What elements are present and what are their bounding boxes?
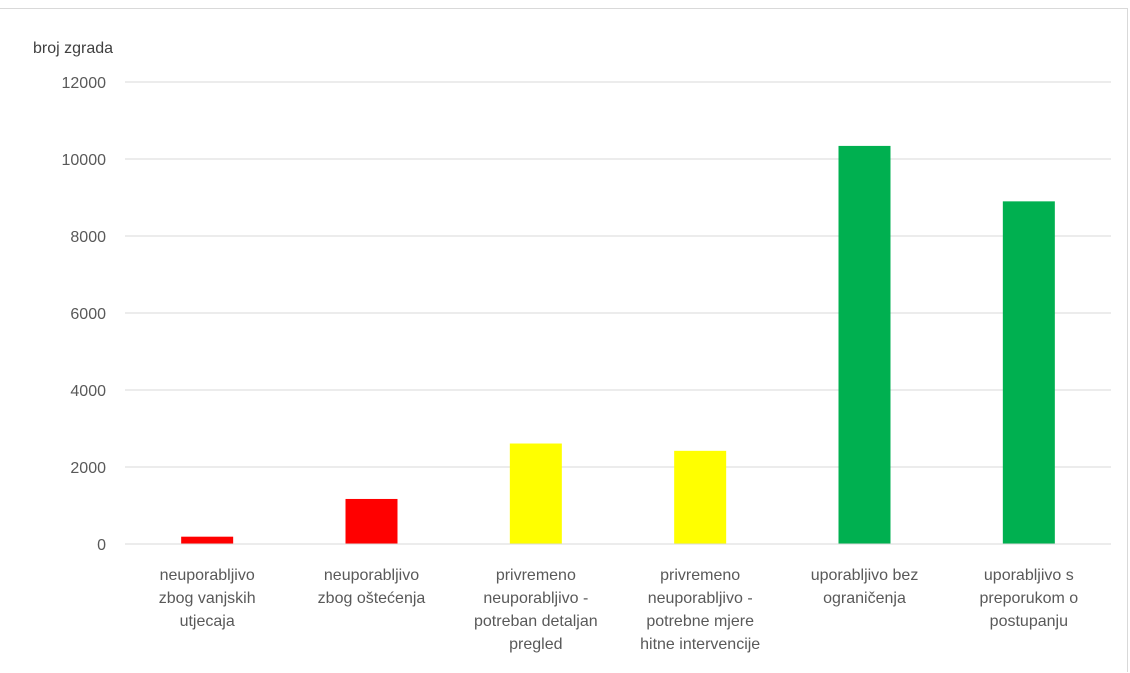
x-category-label-line: neuporabljivo - <box>648 590 753 607</box>
x-category-label-line: potreban detaljan <box>474 613 598 630</box>
y-tick-label: 0 <box>97 537 106 554</box>
y-axis-title: broj zgrada <box>33 40 113 57</box>
x-category-label-line: zbog oštećenja <box>318 590 426 607</box>
x-category-label-line: ograničenja <box>823 590 906 607</box>
y-tick-label: 12000 <box>62 75 107 92</box>
x-category-label-line: neuporabljivo - <box>483 590 588 607</box>
bar <box>345 498 398 544</box>
y-tick-label: 2000 <box>70 460 106 477</box>
bar <box>1002 201 1055 544</box>
x-category-label: privremeno neuporabljivo - potreban detalj… <box>474 567 598 653</box>
y-tick-label: 10000 <box>62 152 107 169</box>
x-category-label-line: privremeno <box>496 567 576 584</box>
x-category-label: privremeno neuporabljivo - potrebne mjere h… <box>640 567 760 653</box>
bar <box>509 443 562 544</box>
y-tick-label: 8000 <box>70 229 106 246</box>
x-category-label-line: zbog vanjskih <box>159 590 256 607</box>
x-category-label-line: preporukom o <box>979 590 1078 607</box>
x-category-label: neuporabljivo zbog vanjskih utjecaja <box>159 567 256 630</box>
x-category-label: uporabljivo s preporukom o postupanju <box>979 567 1078 630</box>
chart-frame <box>0 8 1128 672</box>
x-category-label-line: pregled <box>509 636 562 653</box>
bar <box>838 145 891 544</box>
bar <box>181 536 234 544</box>
y-axis-ticks: 0 2000 4000 6000 8000 10000 12000 <box>62 75 107 554</box>
x-category-label-line: neuporabljivo <box>160 567 255 584</box>
x-category-label: uporabljivo bez ograničenja <box>811 567 919 607</box>
x-category-label-line: neuporabljivo <box>324 567 419 584</box>
y-tick-label: 6000 <box>70 306 106 323</box>
x-category-label-line: potrebne mjere <box>646 613 754 630</box>
bars <box>181 145 1055 544</box>
x-category-label-line: privremeno <box>660 567 740 584</box>
x-category-label-line: utjecaja <box>180 613 235 630</box>
gridlines <box>125 81 1111 468</box>
y-tick-label: 4000 <box>70 383 106 400</box>
x-axis-labels: neuporabljivo zbog vanjskih utjecajaneupor… <box>159 567 1079 653</box>
x-category-label-line: hitne intervencije <box>640 636 760 653</box>
x-category-label-line: uporabljivo bez <box>811 567 919 584</box>
x-category-label-line: uporabljivo s <box>984 567 1074 584</box>
x-category-label: neuporabljivo zbog oštećenja <box>318 567 426 607</box>
bar <box>674 450 727 544</box>
x-category-label-line: postupanju <box>990 613 1068 630</box>
